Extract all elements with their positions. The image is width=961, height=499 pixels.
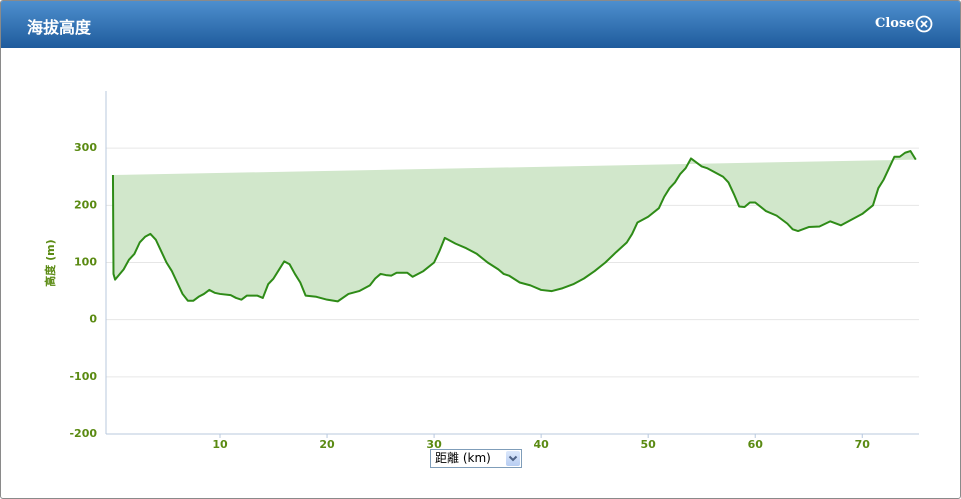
close-icon[interactable] [915, 15, 933, 33]
x-tick-label: 20 [319, 438, 335, 451]
x-tick-label: 70 [855, 438, 871, 451]
y-tick-label: -100 [69, 370, 97, 383]
area-fill [112, 151, 916, 302]
y-tick-label: 300 [74, 141, 97, 154]
x-tick-label: 50 [641, 438, 657, 451]
y-tick-label: 100 [74, 256, 97, 269]
elevation-line [111, 150, 917, 303]
chart: -200 -100 0 100 200 300 10 20 30 40 50 60 70 高度 (m) [43, 91, 919, 451]
x-tick-label: 30 [426, 438, 442, 451]
y-tick-label: -200 [69, 427, 97, 440]
x-axis-select[interactable]: 距離 (km) [430, 449, 522, 468]
close-button[interactable]: Close [875, 15, 933, 33]
dropdown-arrow[interactable] [506, 451, 520, 466]
y-axis-title: 高度 (m) [43, 239, 57, 286]
y-tick-label: 0 [89, 313, 97, 326]
header-bar: 海拔高度 Close [1, 1, 960, 48]
x-tick-label: 40 [533, 438, 549, 451]
x-tick-label: 60 [748, 438, 764, 451]
x-axis-label[interactable]: 距離 (km) [435, 451, 491, 465]
y-tick-label: 200 [74, 198, 97, 211]
close-label[interactable]: Close [875, 16, 915, 31]
x-tick-label: 10 [212, 438, 228, 451]
dialog-title: 海拔高度 [27, 18, 92, 37]
